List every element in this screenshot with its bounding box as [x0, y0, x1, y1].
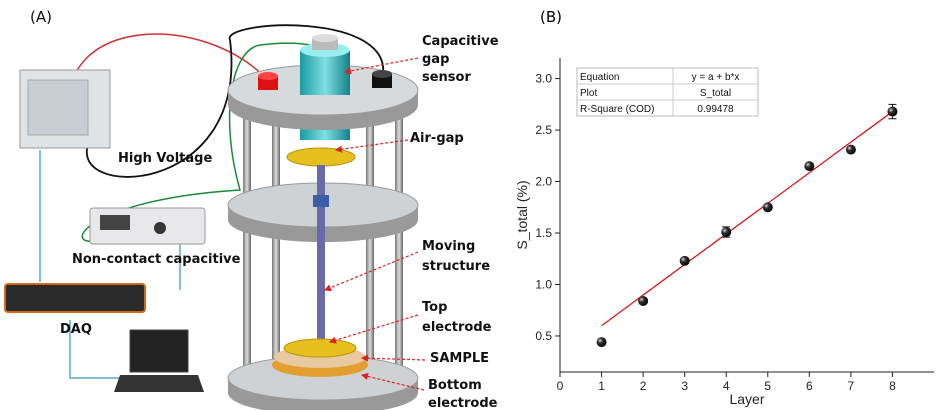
x-axis-label: Layer [729, 391, 764, 407]
x-tick-label: 8 [889, 379, 896, 393]
part-label: electrode [428, 396, 498, 410]
data-point [846, 145, 856, 155]
part-label: Top [422, 300, 447, 315]
figure: (A) High Voltage Non-contact capacitive … [0, 0, 936, 410]
panel-label: (A) [30, 8, 52, 26]
y-axis-label: S_total (%) [514, 180, 530, 249]
part-label: SAMPLE [430, 351, 489, 366]
part-label: Bottom [428, 378, 482, 393]
data-point [597, 337, 607, 347]
part-label: Capacitive [422, 34, 499, 49]
data-point [887, 107, 897, 117]
table-cell: y = a + b*x [692, 72, 740, 83]
x-tick-label: 5 [764, 379, 771, 393]
table-cell: Equation [580, 72, 619, 83]
data-point [804, 161, 814, 171]
panel-a-drawing: (A) High Voltage Non-contact capacitive … [5, 8, 499, 410]
x-tick-label: 0 [557, 379, 564, 393]
y-tick-label: 0.5 [535, 329, 552, 343]
part-label: gap [422, 52, 449, 67]
table-cell: S_total [700, 88, 731, 99]
part-label: Air-gap [410, 131, 464, 146]
data-point [763, 202, 773, 212]
y-tick-label: 2.0 [535, 175, 552, 189]
data-point [638, 296, 648, 306]
x-tick-label: 3 [681, 379, 688, 393]
y-tick-label: 2.5 [535, 123, 552, 137]
data-point [721, 227, 731, 237]
x-tick-label: 1 [598, 379, 605, 393]
data-point [680, 256, 690, 266]
table-cell: 0.99478 [697, 104, 734, 115]
y-tick-label: 1.0 [535, 277, 552, 291]
part-label: structure [422, 259, 490, 274]
part-label: Moving [422, 239, 475, 254]
x-tick-label: 6 [806, 379, 813, 393]
y-tick-label: 1.5 [535, 226, 552, 240]
part-label: electrode [422, 320, 492, 335]
part-label: sensor [422, 70, 471, 85]
x-tick-label: 7 [848, 379, 855, 393]
instrument-label: High Voltage [118, 151, 212, 166]
panel-label: (B) [540, 8, 562, 26]
instrument-label: Non-contact capacitive [72, 252, 241, 267]
table-cell: R-Square (COD) [580, 104, 654, 115]
x-tick-label: 2 [640, 379, 647, 393]
fit-line [602, 112, 893, 326]
table-cell: Plot [580, 88, 597, 99]
instrument-label: DAQ [60, 322, 92, 337]
y-tick-label: 3.0 [535, 72, 552, 86]
